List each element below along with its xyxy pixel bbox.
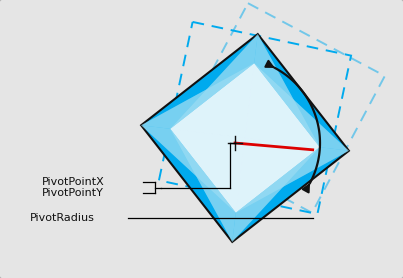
Polygon shape [170, 129, 236, 242]
Polygon shape [141, 34, 349, 242]
Polygon shape [236, 147, 349, 213]
Polygon shape [170, 63, 320, 213]
Text: PivotPointX: PivotPointX [42, 177, 105, 187]
Polygon shape [254, 34, 320, 147]
Polygon shape [141, 63, 254, 213]
Polygon shape [141, 125, 236, 213]
Polygon shape [236, 63, 349, 213]
Polygon shape [170, 34, 258, 129]
Text: PivotPointY: PivotPointY [42, 188, 104, 198]
Text: PivotRadius: PivotRadius [30, 213, 95, 223]
Polygon shape [254, 63, 349, 151]
Polygon shape [170, 34, 320, 147]
Polygon shape [232, 147, 320, 242]
Polygon shape [141, 63, 254, 129]
Polygon shape [170, 129, 320, 242]
